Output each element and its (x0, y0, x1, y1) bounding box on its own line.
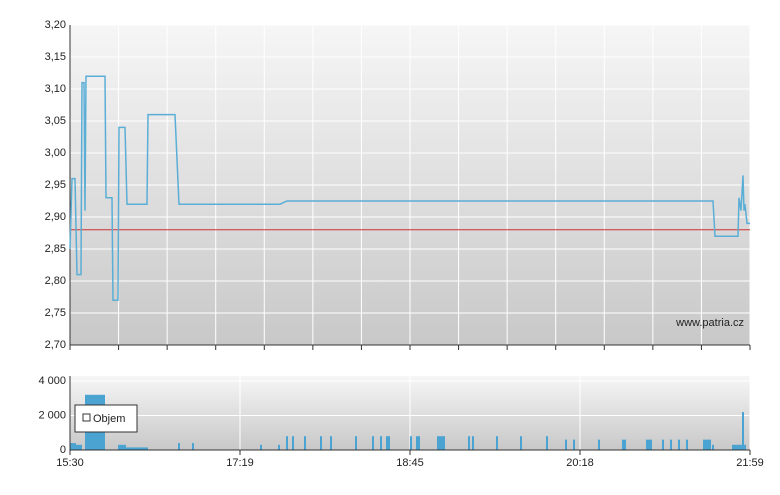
legend: Objem (74, 404, 138, 433)
volume-bar (416, 436, 420, 450)
volume-bar (386, 436, 390, 450)
volume-bar (598, 439, 600, 450)
volume-bar (192, 443, 194, 450)
volume-bar (670, 439, 672, 450)
legend-label: Objem (93, 413, 125, 425)
legend-swatch (82, 413, 91, 422)
x-tick-label: 17:19 (226, 457, 254, 469)
volume-bar (260, 444, 262, 450)
volume-bar (437, 436, 445, 450)
volume-bar (732, 444, 746, 450)
volume-bar (304, 436, 306, 450)
y-tick-label: 3,00 (45, 147, 66, 159)
volume-bar (520, 436, 522, 450)
volume-bar (468, 436, 470, 450)
y-tick-label: 2,85 (45, 243, 66, 255)
volume-bar (178, 443, 180, 450)
x-tick-label: 20:18 (566, 457, 594, 469)
volume-bar (355, 436, 357, 450)
volume-bar (278, 444, 280, 450)
y-tick-label: 0 (60, 444, 66, 456)
volume-bar (70, 443, 76, 450)
volume-bar (646, 439, 652, 450)
y-tick-label: 3,10 (45, 83, 66, 95)
volume-bar (118, 444, 126, 450)
x-tick-label: 18:45 (396, 457, 424, 469)
volume-bar (76, 444, 82, 450)
volume-bar (742, 412, 744, 450)
y-tick-label: 2,75 (45, 307, 66, 319)
volume-bar (292, 436, 294, 450)
volume-bar (380, 436, 382, 450)
volume-bar (330, 436, 332, 450)
volume-bar (662, 439, 664, 450)
price-line (69, 75, 750, 301)
volume-bar (565, 439, 567, 450)
x-tick-label: 21:59 (736, 457, 764, 469)
y-tick-label: 2,95 (45, 179, 66, 191)
y-tick-label: 4 000 (38, 375, 66, 387)
y-tick-label: 2,80 (45, 275, 66, 287)
volume-bar (472, 436, 474, 450)
y-tick-label: 3,05 (45, 115, 66, 127)
y-tick-label: 3,15 (45, 51, 66, 63)
volume-bar (678, 439, 680, 450)
volume-bar (622, 439, 626, 450)
legend-box (74, 404, 138, 433)
volume-bar (410, 436, 412, 450)
watermark: www.patria.cz (675, 317, 744, 329)
volume-bar (573, 439, 575, 450)
volume-bar (372, 436, 374, 450)
volume-bar (703, 439, 711, 450)
y-tick-label: 2,70 (45, 339, 66, 351)
volume-bar (546, 436, 548, 450)
volume-bar (320, 436, 322, 450)
y-tick-label: 3,20 (45, 19, 66, 31)
volume-bar (496, 436, 498, 450)
y-tick-label: 2 000 (38, 409, 66, 421)
volume-bar (712, 444, 714, 450)
x-tick-label: 15:30 (56, 457, 84, 469)
volume-bar (286, 436, 288, 450)
y-tick-label: 2,90 (45, 211, 66, 223)
volume-bar (126, 447, 148, 450)
volume-bar (686, 439, 688, 450)
